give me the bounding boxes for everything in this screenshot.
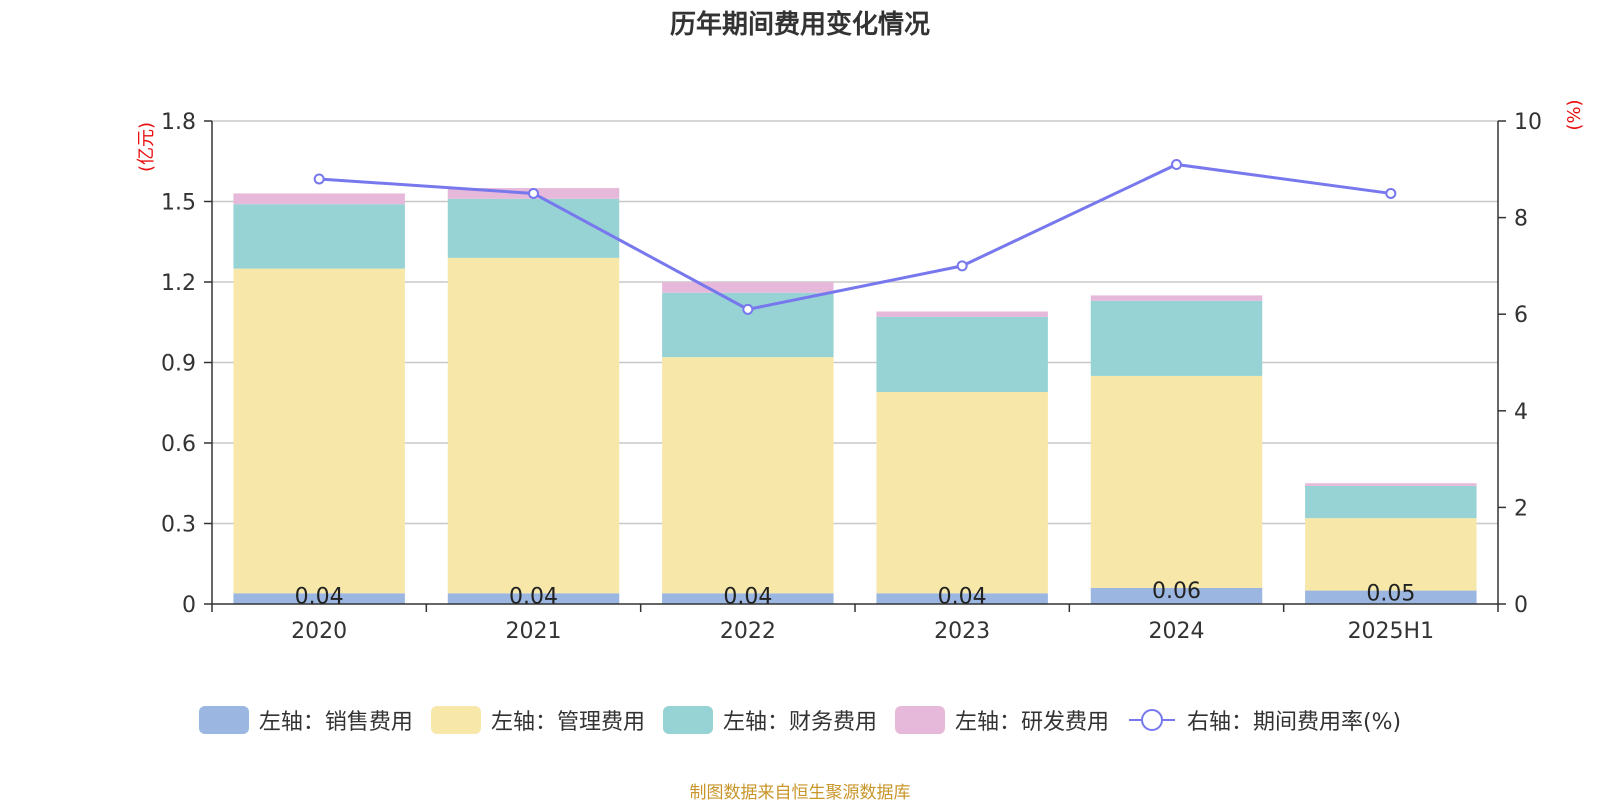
- rate-line: [319, 162, 1392, 311]
- bar-data-label: 0.04: [295, 584, 344, 609]
- bar-segment-1: [876, 392, 1048, 594]
- rate-line-layer: [313, 158, 1397, 315]
- left-tick-label: 1.8: [161, 110, 196, 135]
- legend-item[interactable]: 左轴：研发费用: [894, 704, 1109, 736]
- bar-segment-2: [662, 292, 834, 358]
- bar-segment-3: [233, 193, 405, 205]
- left-tick-label: 0.6: [161, 432, 196, 457]
- bar-segment-1: [233, 268, 405, 594]
- bar-data-label: 0.04: [723, 584, 772, 609]
- bar-segment-2: [1090, 300, 1263, 376]
- legend: 左轴：销售费用 左轴：管理费用 左轴：财务费用 左轴：研发费用 右轴：期间费用率(%): [0, 700, 1600, 740]
- rate-point: [956, 260, 968, 272]
- left-tick-label: 1.5: [161, 191, 196, 216]
- bar-segment-2: [1305, 485, 1477, 519]
- x-tick-label: 2025H1: [1348, 619, 1435, 644]
- bar-segment-0: [876, 593, 1048, 604]
- bar-segment-2: [876, 316, 1048, 393]
- grid-lines: [212, 120, 1498, 525]
- right-tick-label: 2: [1514, 496, 1528, 521]
- x-tick-label: 2020: [291, 619, 347, 644]
- rate-point: [1171, 158, 1182, 170]
- source-note: 制图数据来自恒生聚源数据库: [689, 783, 911, 803]
- right-tick-label: 0: [1514, 593, 1528, 618]
- rate-point: [742, 303, 754, 315]
- bar-segment-3: [662, 282, 834, 293]
- bar-segment-3: [876, 311, 1048, 317]
- bar-data-label: 0.06: [1152, 579, 1201, 604]
- legend-label: 左轴：研发费用: [954, 710, 1109, 735]
- left-tick-label: 1.2: [161, 271, 196, 296]
- bar-segment-1: [1305, 518, 1477, 591]
- bar-data-label: 0.04: [938, 584, 987, 609]
- x-tick-label: 2021: [506, 619, 562, 644]
- bar-segment-0: [447, 593, 620, 604]
- left-tick-label: 0: [182, 593, 196, 618]
- rate-point: [313, 173, 325, 185]
- data-label-layer: 0.04 0.04 0.04 0.04 0.06 0.05: [295, 579, 1416, 609]
- bar-segment-1: [1090, 375, 1263, 588]
- legend-line-marker-icon: [1128, 709, 1175, 731]
- bar-segment-3: [1305, 483, 1477, 486]
- legend-item[interactable]: 右轴：期间费用率(%): [1127, 704, 1401, 736]
- bar-segment-2: [233, 204, 405, 269]
- legend-swatch: [430, 706, 481, 734]
- rate-point: [1385, 187, 1397, 199]
- bar-segment-1: [662, 357, 834, 594]
- legend-item[interactable]: 左轴：财务费用: [662, 704, 877, 736]
- right-axis-title: (%): [1564, 99, 1585, 130]
- left-tick-label: 0.9: [161, 352, 196, 377]
- right-tick-label: 6: [1514, 303, 1528, 328]
- bar-segment-0: [662, 593, 834, 604]
- bar-segment-2: [447, 198, 620, 258]
- rate-point: [528, 187, 539, 199]
- legend-label: 左轴：管理费用: [490, 710, 645, 735]
- x-tick-label: 2023: [934, 619, 990, 644]
- left-tick-label: 0.3: [161, 513, 196, 538]
- axes: 0 0.3 0.6 0.9 1.2 1.5 1.8 0 2 4 6 8 10 (亿元) (%) 2020 202…: [136, 99, 1585, 644]
- left-axis-title: (亿元): [136, 122, 157, 172]
- bar-segment-3: [1090, 295, 1263, 301]
- chart-title: 历年期间费用变化情况: [669, 10, 930, 40]
- bar-segment-0: [1090, 587, 1263, 604]
- legend-swatch: [198, 706, 249, 734]
- bar-layer: [233, 188, 1477, 604]
- x-tick-label: 2024: [1149, 619, 1205, 644]
- right-tick-label: 8: [1514, 207, 1528, 232]
- bar-segment-0: [1305, 590, 1477, 604]
- bar-data-label: 0.05: [1366, 582, 1415, 607]
- chart-canvas: 0 0.3 0.6 0.9 1.2 1.5 1.8 0 2 4 6 8 10 (亿元) (%) 2020 202…: [136, 99, 1585, 644]
- bar-segment-0: [233, 593, 405, 604]
- legend-swatch: [894, 706, 945, 734]
- legend-label: 左轴：财务费用: [722, 710, 877, 735]
- bar-data-label: 0.04: [509, 584, 558, 609]
- legend-swatch: [662, 706, 713, 734]
- right-tick-label: 4: [1514, 400, 1528, 425]
- legend-item[interactable]: 左轴：管理费用: [430, 704, 645, 736]
- legend-label: 左轴：销售费用: [258, 710, 413, 735]
- legend-item[interactable]: 左轴：销售费用: [198, 704, 413, 736]
- bar-segment-1: [447, 257, 620, 594]
- right-tick-label: 10: [1514, 110, 1542, 135]
- legend-label: 右轴：期间费用率(%): [1186, 710, 1402, 735]
- x-tick-label: 2022: [720, 619, 776, 644]
